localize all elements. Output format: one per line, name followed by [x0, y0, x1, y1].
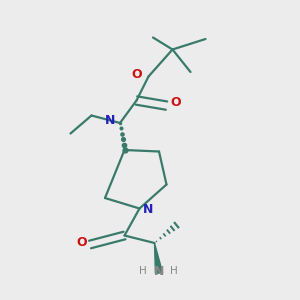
Text: O: O — [76, 236, 87, 249]
Polygon shape — [154, 243, 163, 274]
Text: N: N — [105, 114, 116, 127]
Text: O: O — [132, 68, 142, 82]
Text: N: N — [154, 265, 164, 278]
Text: H: H — [170, 266, 178, 277]
Text: O: O — [170, 96, 181, 109]
Text: N: N — [143, 203, 153, 216]
Text: H: H — [139, 266, 146, 277]
